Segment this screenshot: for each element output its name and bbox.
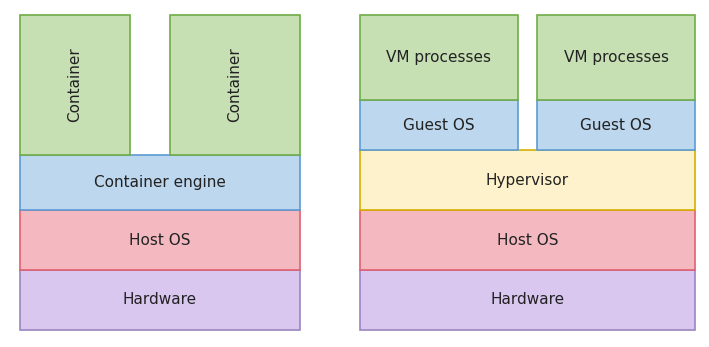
Bar — [20, 210, 300, 270]
Bar — [537, 15, 695, 100]
Text: Container: Container — [67, 48, 82, 122]
Bar — [537, 100, 695, 150]
Text: Guest OS: Guest OS — [580, 118, 652, 133]
Bar — [20, 15, 130, 155]
Text: Guest OS: Guest OS — [403, 118, 475, 133]
Text: Host OS: Host OS — [129, 232, 191, 247]
Bar — [170, 15, 300, 155]
Text: Hypervisor: Hypervisor — [486, 172, 569, 187]
Text: Hardware: Hardware — [123, 293, 197, 307]
Text: Hardware: Hardware — [491, 293, 564, 307]
Text: Host OS: Host OS — [497, 232, 558, 247]
Bar — [360, 15, 518, 100]
Bar — [20, 270, 300, 330]
Text: Container: Container — [228, 48, 242, 122]
Text: VM processes: VM processes — [386, 50, 491, 65]
Bar — [360, 270, 695, 330]
Bar — [360, 210, 695, 270]
Bar — [360, 150, 695, 210]
Text: Container engine: Container engine — [94, 175, 226, 190]
Text: VM processes: VM processes — [564, 50, 669, 65]
Bar — [20, 155, 300, 210]
Bar — [360, 100, 518, 150]
